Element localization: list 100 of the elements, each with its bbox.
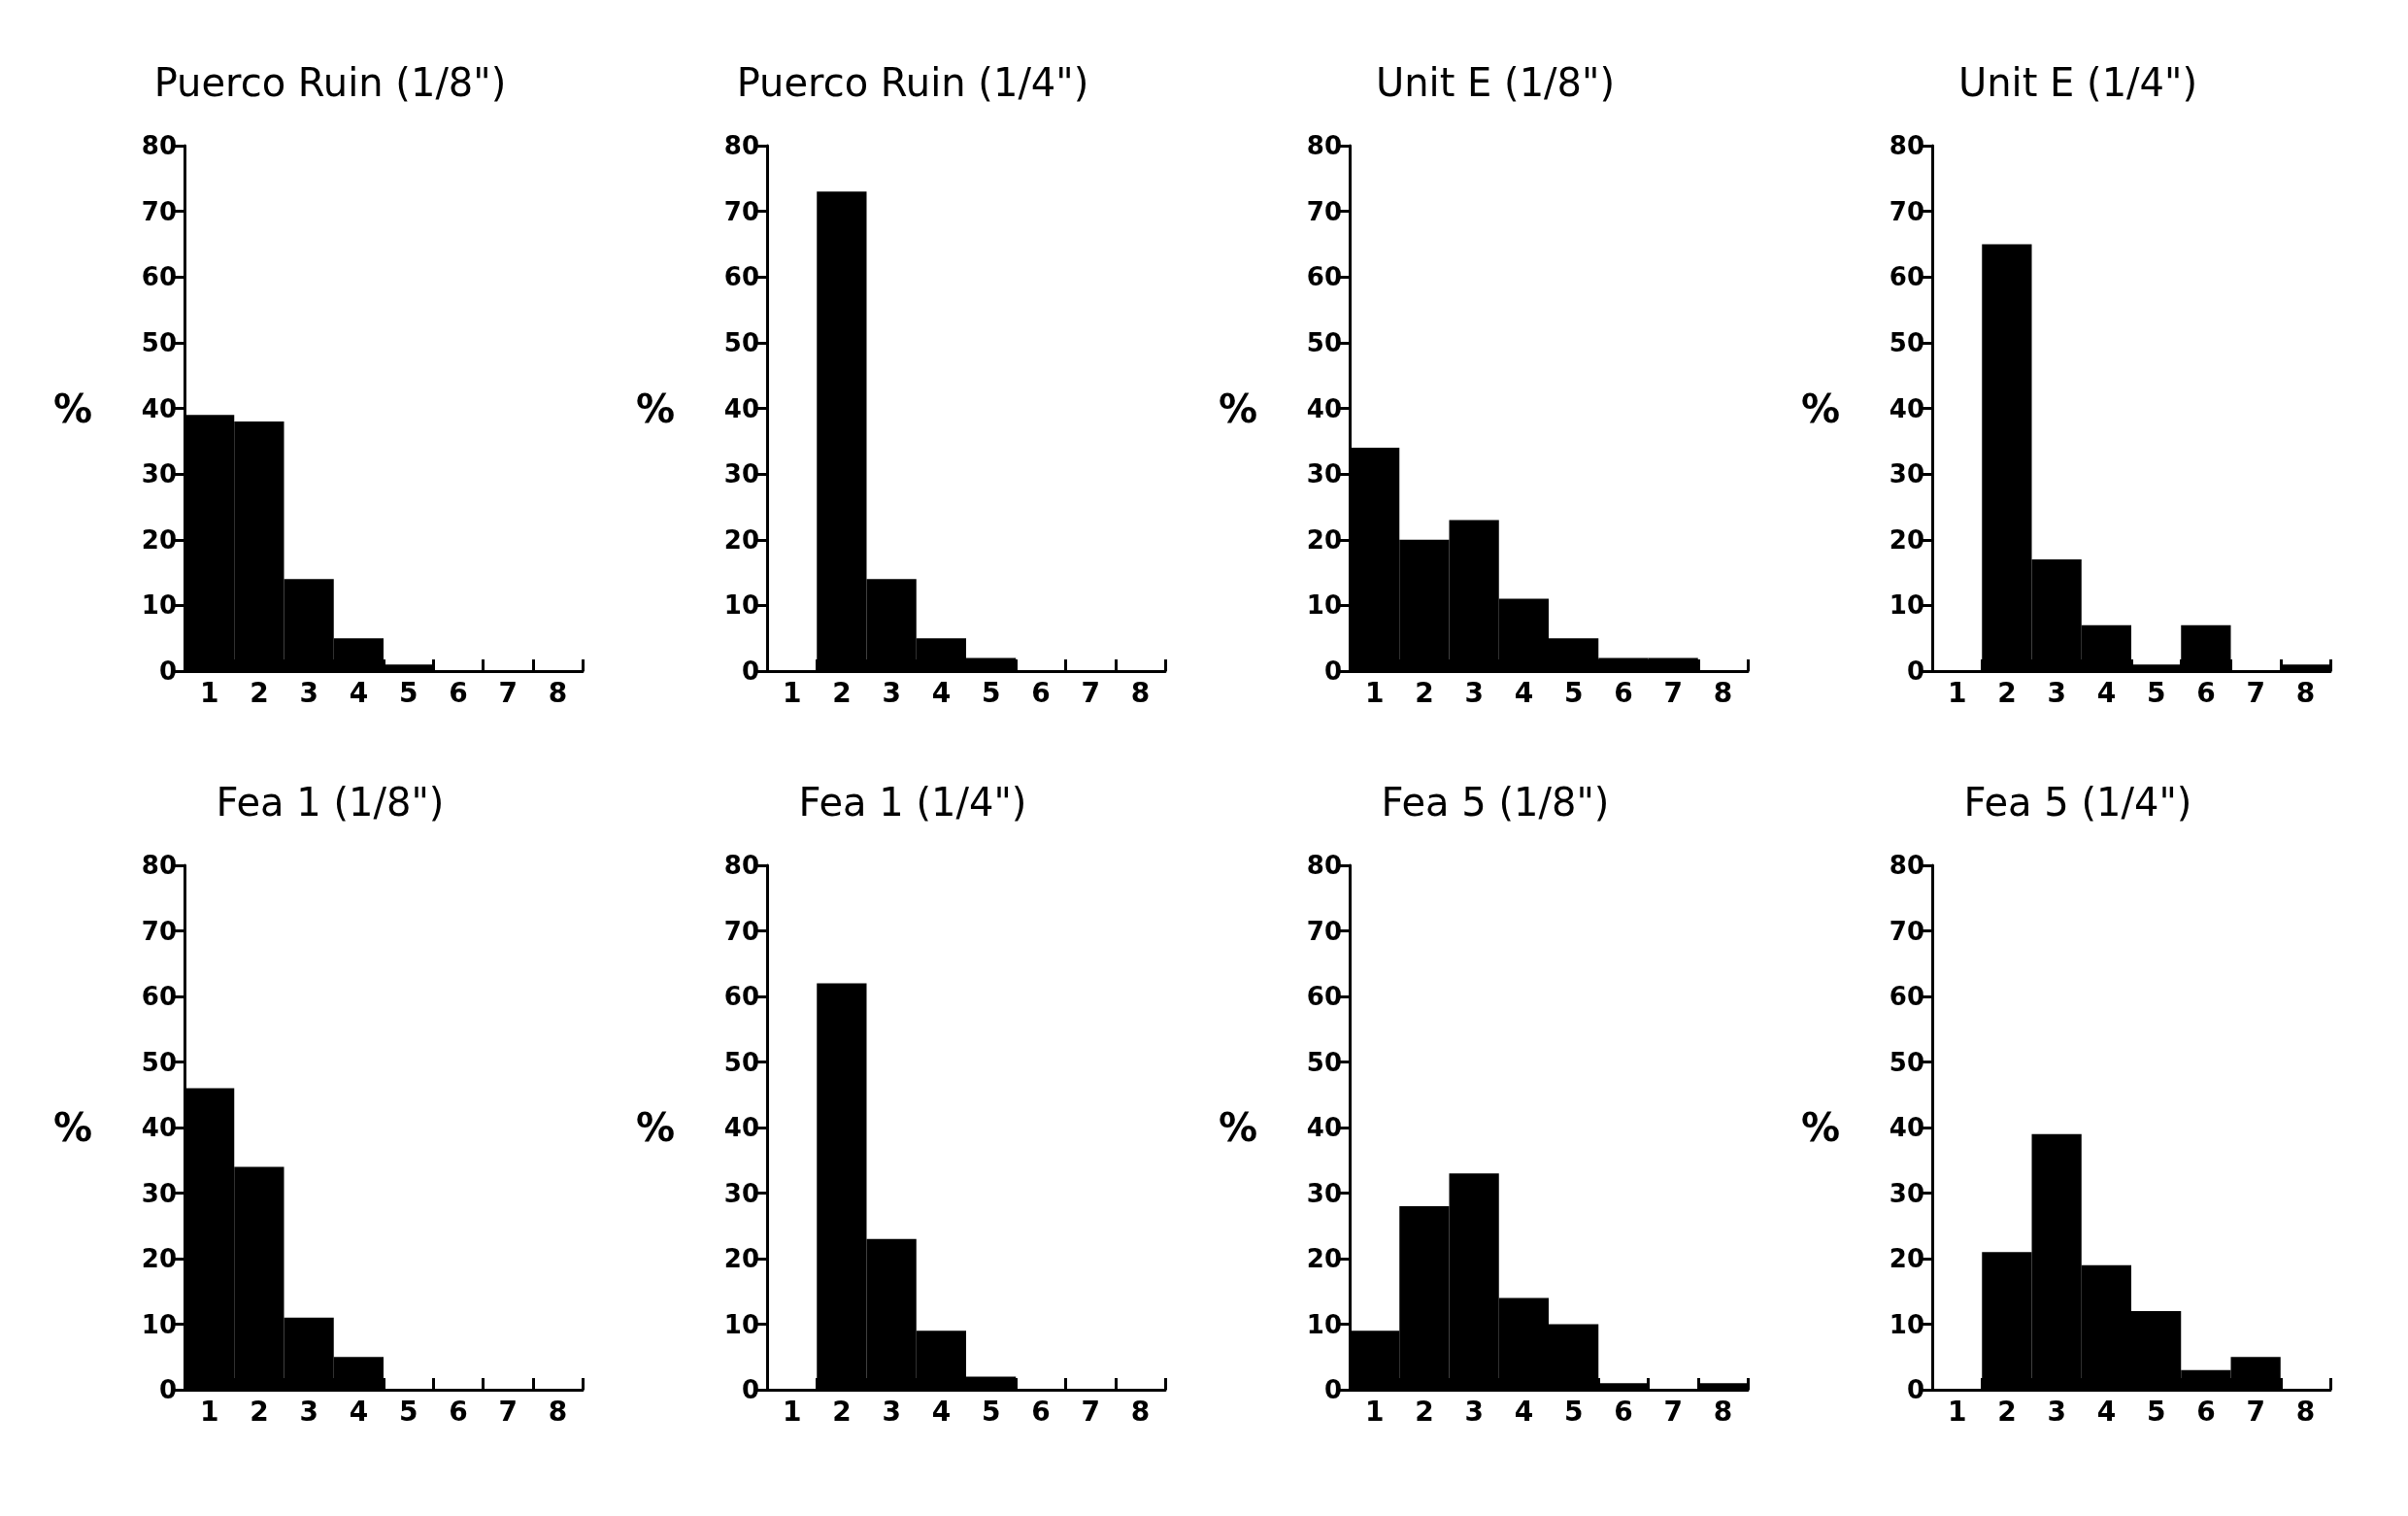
x-tick-label: 2 [832, 676, 852, 709]
y-tick-label: 40 [1306, 1113, 1342, 1142]
chart-title: Fea 1 (1/4") [798, 780, 1027, 825]
x-tick-label: 1 [782, 1395, 802, 1428]
chart-title: Fea 5 (1/8") [1381, 780, 1610, 825]
x-tick-label: 6 [2196, 676, 2216, 709]
x-tick-label: 4 [931, 676, 952, 709]
x-tick-label: 7 [498, 676, 518, 709]
y-tick-label: 20 [141, 1244, 177, 1273]
x-tick-label: 3 [1464, 1395, 1484, 1428]
y-tick-label: 30 [723, 1178, 759, 1208]
y-tick-label: 30 [1306, 459, 1342, 489]
y-tick-label: 40 [141, 1113, 177, 1142]
chart-title: Fea 1 (1/8") [216, 780, 445, 825]
x-tick-label: 8 [548, 676, 568, 709]
y-tick-label: 60 [141, 262, 177, 292]
x-tick-label: 1 [782, 676, 802, 709]
x-tick-label: 8 [1713, 1395, 1733, 1428]
x-tick-label: 5 [981, 1395, 1001, 1428]
x-tick-label: 7 [1081, 1395, 1100, 1428]
y-axis-title: % [1218, 1105, 1257, 1150]
x-tick-label: 7 [1081, 676, 1100, 709]
x-tick-label: 3 [299, 1395, 318, 1428]
x-tick-label: 5 [2146, 676, 2166, 709]
x-tick-label: 6 [1031, 1395, 1051, 1428]
x-tick-label: 5 [398, 676, 418, 709]
y-tick-label: 20 [1306, 524, 1342, 555]
x-tick-label: 1 [1947, 676, 1967, 709]
x-tick-label: 2 [1415, 1395, 1434, 1428]
y-tick-label: 50 [141, 327, 177, 357]
y-tick-label: 80 [723, 851, 759, 880]
y-tick-label: 0 [1906, 657, 1924, 686]
y-tick-label: 10 [1306, 1309, 1342, 1339]
y-tick-label: 10 [1889, 590, 1924, 621]
y-tick-label: 40 [723, 393, 759, 423]
x-tick-label: 4 [931, 1395, 952, 1428]
x-tick-label: 4 [1514, 676, 1534, 709]
y-tick-label: 50 [1306, 327, 1342, 357]
y-tick-label: 20 [723, 1244, 759, 1273]
y-tick-label: 60 [141, 982, 177, 1011]
y-tick-label: 60 [723, 262, 759, 292]
x-tick-label: 4 [349, 676, 369, 709]
y-tick-label: 70 [1889, 916, 1924, 946]
y-tick-label: 70 [1306, 196, 1342, 226]
x-tick-label: 2 [1997, 676, 2017, 709]
x-tick-label: 1 [1364, 676, 1385, 709]
x-tick-label: 2 [1997, 1395, 2017, 1428]
y-tick-label: 10 [1306, 590, 1342, 621]
x-tick-label: 6 [449, 676, 468, 709]
y-tick-label: 40 [141, 393, 177, 423]
y-tick-label: 80 [1889, 131, 1924, 160]
y-axis-title: % [52, 1105, 92, 1150]
x-tick-label: 6 [449, 1395, 468, 1428]
x-tick-label: 8 [1130, 676, 1151, 709]
x-tick-label: 6 [1614, 676, 1633, 709]
chart-title: Unit E (1/8") [1375, 60, 1616, 105]
y-tick-label: 0 [741, 657, 759, 686]
x-tick-label: 6 [1614, 1395, 1633, 1428]
x-tick-label: 1 [199, 1395, 219, 1428]
x-tick-label: 7 [2246, 1395, 2265, 1428]
x-tick-label: 7 [1663, 1395, 1683, 1428]
y-tick-label: 60 [1306, 982, 1342, 1011]
x-tick-label: 1 [1947, 1395, 1967, 1428]
y-tick-label: 80 [1306, 851, 1342, 880]
chart-title: Puerco Ruin (1/4") [736, 60, 1089, 105]
x-tick-label: 3 [2047, 676, 2066, 709]
x-tick-label: 2 [832, 1395, 852, 1428]
y-tick-label: 40 [1889, 1113, 1924, 1142]
y-tick-label: 70 [1889, 196, 1924, 226]
y-tick-label: 80 [141, 851, 177, 880]
y-tick-label: 0 [741, 1375, 759, 1404]
x-tick-label: 4 [1514, 1395, 1534, 1428]
chart-title: Puerco Ruin (1/8") [153, 60, 507, 105]
chart-title: Unit E (1/4") [1957, 60, 2198, 105]
y-tick-label: 40 [1306, 393, 1342, 423]
y-tick-label: 40 [1889, 393, 1924, 423]
x-tick-label: 6 [1031, 676, 1051, 709]
x-tick-label: 4 [2096, 1395, 2117, 1428]
y-tick-label: 20 [1306, 1244, 1342, 1273]
y-tick-label: 50 [723, 1047, 759, 1077]
y-tick-label: 70 [723, 916, 759, 946]
x-tick-label: 8 [2295, 1395, 2316, 1428]
y-tick-label: 60 [1889, 982, 1924, 1011]
x-tick-label: 2 [250, 676, 269, 709]
x-tick-label: 1 [1364, 1395, 1385, 1428]
x-tick-label: 5 [1563, 676, 1584, 709]
y-tick-label: 30 [1889, 1178, 1924, 1208]
y-axis-title: % [1800, 1105, 1840, 1150]
y-axis-title: % [1218, 386, 1257, 431]
y-tick-label: 30 [723, 459, 759, 489]
x-tick-label: 7 [1663, 676, 1683, 709]
y-axis-title: % [52, 386, 92, 431]
y-tick-label: 20 [1889, 1244, 1924, 1273]
chart-title: Fea 5 (1/4") [1963, 780, 2192, 825]
x-tick-label: 3 [882, 676, 901, 709]
y-tick-label: 30 [1306, 1178, 1342, 1208]
x-tick-label: 5 [398, 1395, 418, 1428]
x-tick-label: 3 [1464, 676, 1484, 709]
y-tick-label: 0 [1323, 1375, 1342, 1404]
y-tick-label: 10 [1889, 1309, 1924, 1339]
